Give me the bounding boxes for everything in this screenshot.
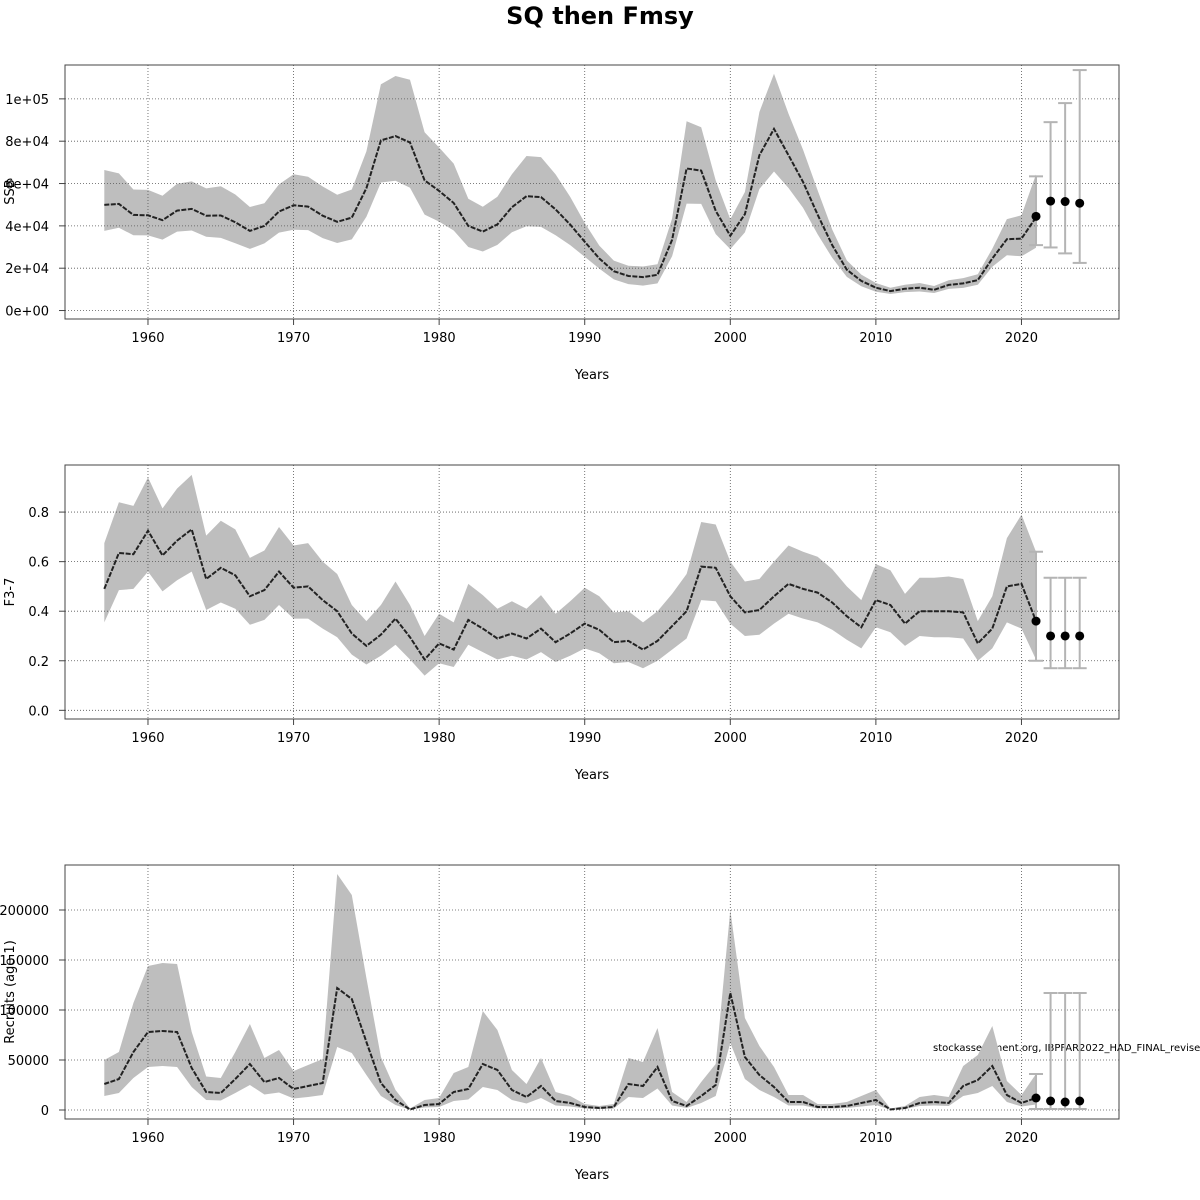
x-tick-label: 2000 [714, 331, 747, 346]
x-tick-label: 1990 [568, 331, 601, 346]
x-tick-label: 1980 [423, 1131, 456, 1146]
x-tick-label: 1970 [277, 1131, 310, 1146]
y-tick-label: 8e+04 [5, 135, 49, 150]
watermark-text: stockassessment.org, IBPFAR2022_HAD_FINA… [933, 1043, 1200, 1054]
y-tick-label: 6e+04 [5, 178, 49, 193]
forecast-point [1046, 631, 1056, 641]
y-tick-label: 0 [41, 1104, 49, 1119]
y-tick-label: 0.0 [28, 704, 49, 719]
y-tick-label: 150000 [0, 954, 49, 969]
chart-panel-3: 1960 1970 1980 1990 2000 2010 2020 0 50000 100000… [0, 864, 1120, 1183]
x-tick-label: 1960 [131, 331, 164, 346]
x-tick-label: 2010 [859, 1131, 892, 1146]
x-tick-label: 1990 [568, 1131, 601, 1146]
x-tick-label: 1990 [568, 731, 601, 746]
forecast-point [1060, 1097, 1070, 1107]
y-axis-label: F3-7 [3, 578, 18, 607]
y-tick-label: 50000 [8, 1054, 49, 1069]
estimate-line [104, 126, 1037, 293]
estimate-line [103, 986, 1037, 1111]
x-tick-label: 1970 [277, 331, 310, 346]
y-tick-label: 0e+00 [5, 305, 49, 320]
plot-frame [64, 64, 1120, 320]
x-tick-label: 2020 [1005, 1131, 1038, 1146]
y-tick-label: 0.4 [28, 605, 49, 620]
x-axis-label: Years [574, 368, 610, 383]
x-axis-label: Years [574, 1168, 610, 1183]
y-tick-label: 4e+04 [5, 220, 49, 235]
y-tick-label: 2e+04 [5, 262, 49, 277]
forecast-point [1031, 1093, 1041, 1103]
forecast-point [1075, 198, 1085, 208]
y-axis-label: SSB [3, 179, 18, 204]
x-tick-label: 2010 [859, 331, 892, 346]
forecast-point [1060, 631, 1070, 641]
x-tick-label: 1960 [131, 731, 164, 746]
confidence-band [104, 73, 1037, 294]
confidence-band [104, 874, 1037, 1110]
y-tick-label: 200000 [0, 904, 49, 919]
x-tick-label: 1970 [277, 731, 310, 746]
y-tick-label: 0.8 [28, 506, 49, 521]
forecast-point [1075, 1096, 1085, 1106]
x-tick-label: 2020 [1005, 731, 1038, 746]
forecast-point [1060, 197, 1070, 207]
x-axis-label: Years [574, 768, 610, 783]
x-tick-label: 2000 [714, 731, 747, 746]
plot-frame [64, 464, 1120, 720]
x-tick-label: 1980 [423, 331, 456, 346]
forecast-point [1031, 616, 1041, 626]
y-tick-label: 0.6 [28, 556, 49, 571]
plot-frame [64, 864, 1120, 1120]
chart-panel-2: 1960 1970 1980 1990 2000 2010 2020 0.0 0.2 0.4 0.6… [3, 464, 1120, 783]
estimate-line [103, 527, 1037, 662]
y-tick-label: 0.2 [28, 655, 49, 670]
confidence-band [104, 474, 1037, 676]
y-tick-label: 100000 [0, 1004, 49, 1019]
y-axis-label: Recruits (age 1) [3, 940, 18, 1044]
x-tick-label: 2010 [859, 731, 892, 746]
forecast-point [1046, 1096, 1056, 1106]
forecast-point [1075, 631, 1085, 641]
x-tick-label: 2020 [1005, 331, 1038, 346]
chart-panel-1: 1960 1970 1980 1990 2000 2010 2020 0e+00 2e+04 4e… [3, 64, 1120, 383]
forecast-point [1031, 211, 1041, 221]
x-tick-label: 1960 [131, 1131, 164, 1146]
x-tick-label: 2000 [714, 1131, 747, 1146]
figure-title: SQ then Fmsy [506, 2, 694, 30]
y-tick-label: 1e+05 [5, 93, 49, 108]
forecast-point [1046, 196, 1056, 206]
x-tick-label: 1980 [423, 731, 456, 746]
